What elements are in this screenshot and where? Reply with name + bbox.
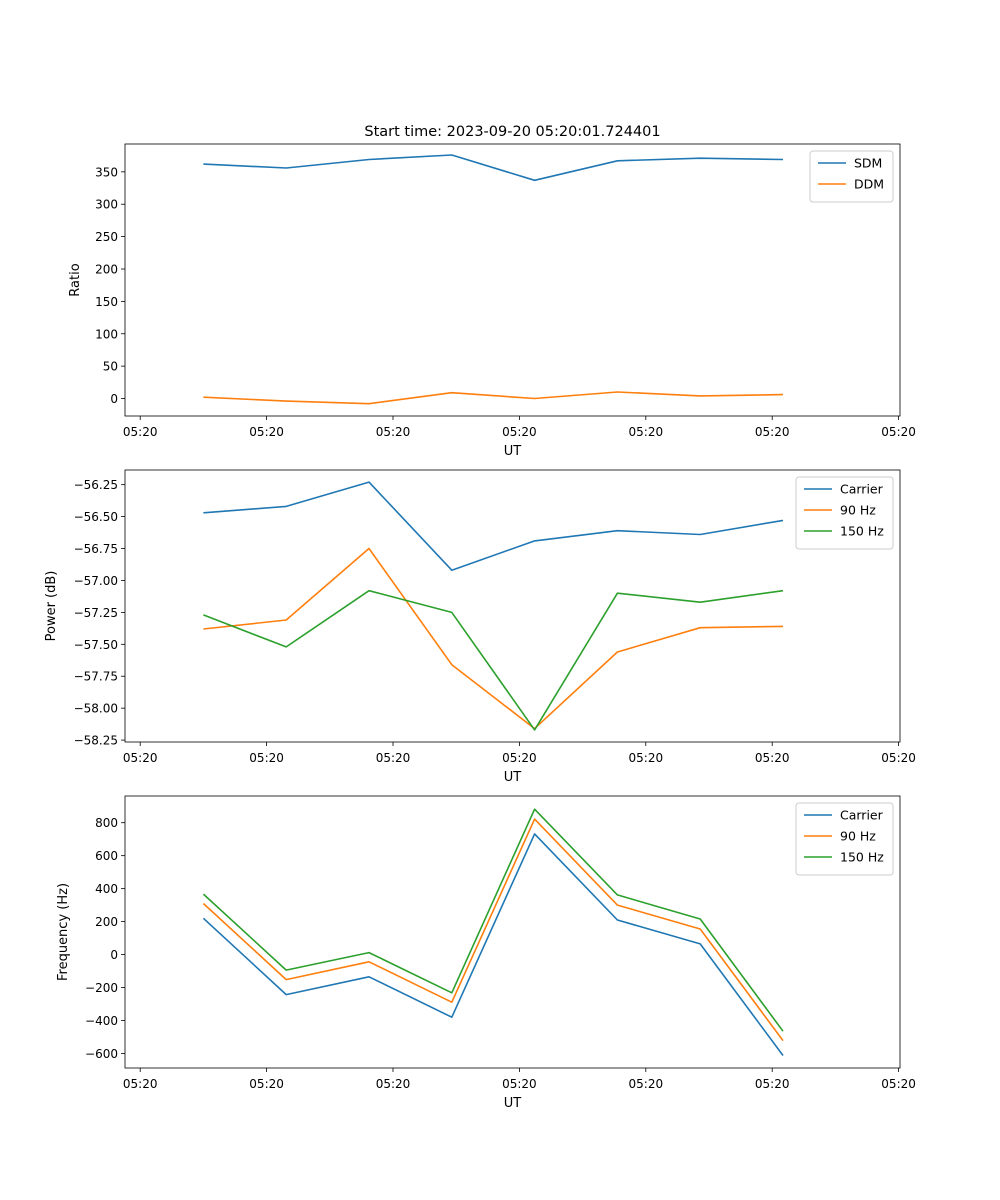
x-tick-label: 05:20	[123, 425, 158, 439]
x-tick-label: 05:20	[249, 751, 284, 765]
x-tick-label: 05:20	[629, 751, 664, 765]
series-line-ratio-ddm	[203, 391, 784, 405]
x-tick-label: 05:20	[755, 1077, 790, 1091]
y-ticks-ratio: 0 50 100 150 200 250 300 350	[95, 165, 125, 406]
y-axis-label-frequency: Frequency (Hz)	[56, 883, 71, 981]
y-tick-label: 100	[95, 327, 118, 341]
y-tick-label: 800	[95, 816, 118, 830]
series-line-power-150-hz	[203, 589, 784, 731]
x-tick-label: 05:20	[376, 425, 411, 439]
y-tick-label: −600	[85, 1047, 118, 1061]
x-axis-label-frequency: UT	[504, 1096, 522, 1111]
series-line-frequency-90-hz	[202, 818, 784, 1042]
series-line-power-90-hz	[203, 547, 784, 730]
y-tick-label: 600	[95, 849, 118, 863]
series-line-power-carrier	[203, 481, 784, 572]
legend-label: 150 Hz	[840, 850, 884, 865]
y-tick-label: −57.50	[74, 638, 118, 652]
y-tick-label: 0	[110, 392, 118, 406]
x-tick-label: 05:20	[881, 425, 916, 439]
panel-ratio: 0 50 100 150 200 250 300 350 05:20 05:20 05:20 05:…	[68, 143, 916, 459]
y-tick-label: −58.00	[74, 702, 118, 716]
y-tick-label: −57.75	[74, 670, 118, 684]
panel-power: −58.25 −58.00 −57.75 −57.50 −57.25 −57.00 −56.…	[44, 469, 916, 785]
x-axis-label-ratio: UT	[504, 444, 522, 459]
y-tick-label: −56.75	[74, 542, 118, 556]
y-tick-label: 300	[95, 198, 118, 212]
x-tick-label: 05:20	[881, 1077, 916, 1091]
y-tick-label: −57.25	[74, 606, 118, 620]
x-tick-label: 05:20	[376, 1077, 411, 1091]
series-layer-power	[203, 481, 784, 731]
legend-label: 90 Hz	[840, 829, 876, 844]
y-tick-label: −56.25	[74, 478, 118, 492]
x-tick-label: 05:20	[502, 1077, 537, 1091]
series-line-frequency-150-hz	[202, 808, 784, 1032]
plot-area-power	[124, 469, 901, 743]
x-tick-label: 05:20	[881, 751, 916, 765]
y-tick-label: −56.50	[74, 510, 118, 524]
x-tick-label: 05:20	[502, 751, 537, 765]
x-tick-label: 05:20	[502, 425, 537, 439]
x-tick-label: 05:20	[249, 1077, 284, 1091]
legend-frequency: Carrier 90 Hz 150 Hz	[795, 802, 894, 876]
x-tick-label: 05:20	[123, 751, 158, 765]
y-tick-label: −58.25	[74, 734, 118, 748]
y-tick-label: −200	[85, 981, 118, 995]
y-tick-label: 200	[95, 262, 118, 276]
legend-label: 150 Hz	[840, 524, 884, 539]
x-tick-label: 05:20	[123, 1077, 158, 1091]
legend-label: DDM	[854, 177, 884, 192]
y-tick-label: 400	[95, 882, 118, 896]
legend-power: Carrier 90 Hz 150 Hz	[795, 476, 894, 550]
series-line-ratio-sdm	[203, 154, 784, 182]
y-axis-label-ratio: Ratio	[68, 263, 83, 296]
y-tick-label: −400	[85, 1014, 118, 1028]
x-axis-label-power: UT	[504, 770, 522, 785]
figure-title: Start time: 2023-09-20 05:20:01.724401	[364, 124, 660, 140]
x-tick-label: 05:20	[376, 751, 411, 765]
legend-label: 90 Hz	[840, 503, 876, 518]
legend-label: Carrier	[840, 808, 884, 823]
x-tick-label: 05:20	[755, 751, 790, 765]
y-tick-label: −57.00	[74, 574, 118, 588]
y-ticks-frequency: −600 −400 −200 0 200 400 600 800	[85, 816, 125, 1061]
y-tick-label: 50	[103, 360, 118, 374]
plot-area-frequency	[124, 795, 901, 1069]
y-tick-label: 150	[95, 295, 118, 309]
legend-label: Carrier	[840, 482, 884, 497]
series-layer-ratio	[203, 154, 784, 405]
y-tick-label: 350	[95, 165, 118, 179]
x-tick-label: 05:20	[629, 425, 664, 439]
y-ticks-power: −58.25 −58.00 −57.75 −57.50 −57.25 −57.00 −56.…	[74, 478, 125, 748]
legend-ratio: SDM DDM	[809, 150, 894, 203]
y-tick-label: 250	[95, 230, 118, 244]
y-tick-label: 200	[95, 915, 118, 929]
y-axis-label-power: Power (dB)	[44, 571, 59, 642]
x-tick-label: 05:20	[249, 425, 284, 439]
series-line-frequency-carrier	[202, 833, 784, 1056]
legend-label: SDM	[854, 156, 882, 171]
panel-frequency: −600 −400 −200 0 200 400 600 800 05:20 05:20 05:2…	[56, 795, 916, 1111]
x-tick-label: 05:20	[629, 1077, 664, 1091]
y-tick-label: 0	[110, 948, 118, 962]
x-tick-label: 05:20	[755, 425, 790, 439]
series-layer-frequency	[202, 808, 784, 1056]
plot-area-ratio	[124, 143, 901, 417]
